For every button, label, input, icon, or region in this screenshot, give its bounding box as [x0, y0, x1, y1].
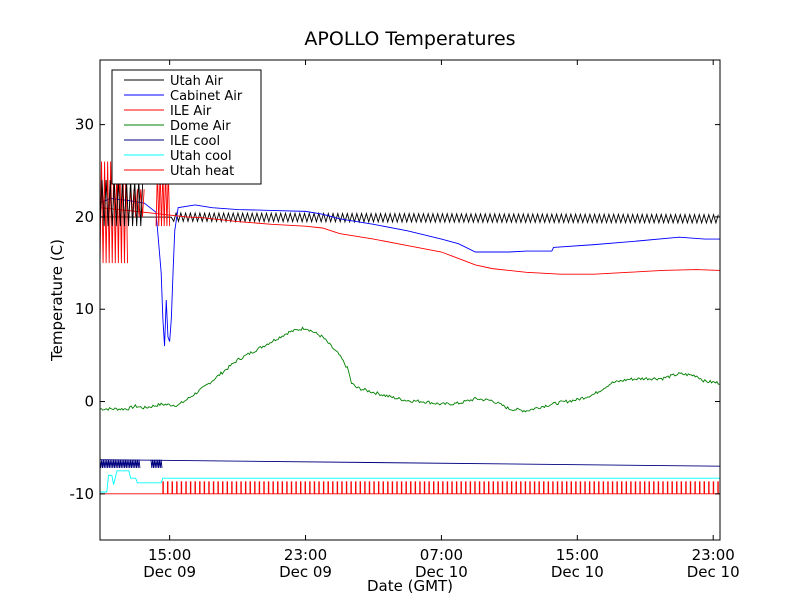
legend-label: ILE cool — [170, 134, 220, 149]
plot-lines — [99, 161, 721, 495]
x-tick-date: Dec 10 — [415, 563, 468, 581]
ile-cool-startup-burst — [99, 459, 141, 469]
series-line-1 — [99, 197, 720, 347]
x-tick-time: 23:00 — [692, 546, 735, 564]
y-tick-label: 30 — [75, 116, 94, 134]
series-line-0 — [99, 211, 719, 225]
x-tick-time: 15:00 — [556, 546, 599, 564]
x-tick-time: 15:00 — [148, 546, 191, 564]
y-tick-label: 0 — [84, 393, 94, 411]
legend-label: Dome Air — [170, 119, 231, 134]
plot-area-frame — [99, 59, 721, 541]
legend-label: Utah Air — [170, 74, 223, 89]
utah-air-startup-burst — [99, 179, 144, 227]
x-tick-date: Dec 09 — [143, 563, 196, 581]
x-tick-date: Dec 09 — [279, 563, 332, 581]
y-axis-label: Temperature (C) — [48, 239, 66, 362]
series-line-6 — [100, 481, 720, 495]
series-line-4 — [99, 459, 721, 467]
x-tick-time: 23:00 — [284, 546, 327, 564]
y-axis: -10 0 10 20 30 — [70, 116, 720, 503]
legend-label: Cabinet Air — [170, 89, 243, 104]
y-tick-label: 20 — [75, 208, 94, 226]
legend-box — [111, 69, 262, 185]
series-line-5 — [100, 470, 720, 493]
ile-cool-startup-burst-2 — [150, 459, 163, 469]
y-tick-label: -10 — [70, 485, 95, 503]
chart-title: APOLLO Temperatures — [304, 28, 515, 50]
legend-label: Utah cool — [170, 149, 232, 164]
legend-label: Utah heat — [170, 164, 234, 179]
x-tick-date: Dec 10 — [687, 563, 740, 581]
x-tick-time: 07:00 — [420, 546, 463, 564]
y-tick-label: 10 — [75, 300, 94, 318]
x-axis-label: Date (GMT) — [367, 577, 453, 595]
x-tick-date: Dec 10 — [551, 563, 604, 581]
legend-label: ILE Air — [170, 104, 212, 119]
series-line-3 — [99, 326, 720, 413]
